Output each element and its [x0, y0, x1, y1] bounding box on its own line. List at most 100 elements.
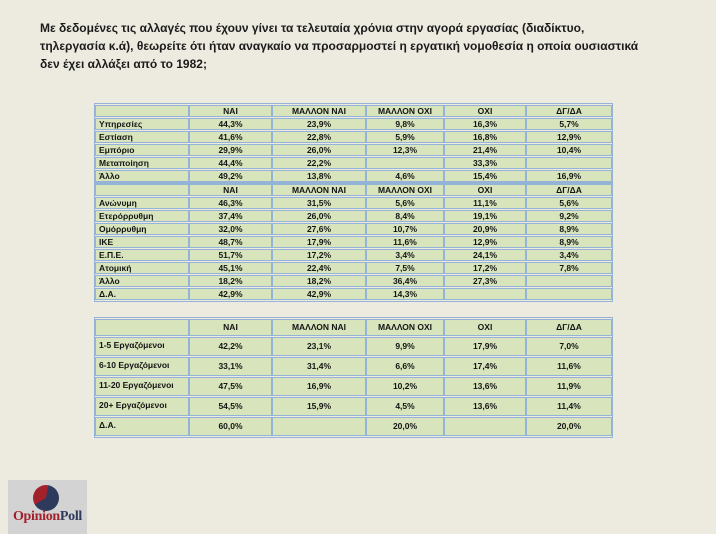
table-by-sector: ΝΑΙ ΜΑΛΛΟΝ ΝΑΙ ΜΑΛΛΟΝ ΟΧΙ ΟΧΙ ΔΓ/ΔΑ Υπηρεσίες… — [94, 103, 613, 184]
table-cell: 46,3% — [189, 197, 272, 209]
table-cell: 22,4% — [272, 262, 366, 274]
row-label: Εμπόριο — [95, 144, 189, 156]
table-cell: 8,9% — [526, 236, 612, 248]
table-cell: 33,3% — [444, 157, 526, 169]
table-cell — [444, 288, 526, 300]
table-cell: 11,6% — [366, 236, 444, 248]
table-cell: 42,2% — [189, 337, 272, 356]
table-cell: 31,4% — [272, 357, 366, 376]
table-cell: 15,4% — [444, 170, 526, 182]
row-label: Υπηρεσίες — [95, 118, 189, 130]
column-header — [95, 319, 189, 336]
column-header: ΜΑΛΛΟΝ ΟΧΙ — [366, 319, 444, 336]
column-header: ΔΓ/ΔΑ — [526, 184, 612, 196]
table-row: 11-20 Εργαζόμενοι 47,5% 16,9% 10,2% 13,6% 11,… — [95, 377, 612, 396]
row-label: 1-5 Εργαζόμενοι — [95, 337, 189, 356]
row-label: 20+ Εργαζόμενοι — [95, 397, 189, 416]
column-header: ΜΑΛΛΟΝ ΝΑΙ — [272, 319, 366, 336]
table-cell: 22,2% — [272, 157, 366, 169]
row-label: Άλλο — [95, 275, 189, 287]
question-title: Με δεδομένες τις αλλαγές που έχουν γίνει… — [40, 21, 639, 71]
table-cell: 15,9% — [272, 397, 366, 416]
table-cell: 5,7% — [526, 118, 612, 130]
table-cell: 12,9% — [444, 236, 526, 248]
table-cell — [526, 157, 612, 169]
table-row: 1-5 Εργαζόμενοι 42,2% 23,1% 9,9% 17,9% 7,0% — [95, 337, 612, 356]
table-cell: 3,4% — [366, 249, 444, 261]
table-by-employee-count: ΝΑΙ ΜΑΛΛΟΝ ΝΑΙ ΜΑΛΛΟΝ ΟΧΙ ΟΧΙ ΔΓ/ΔΑ 1-5 Εργαζ… — [94, 317, 613, 438]
column-header: ΔΓ/ΔΑ — [526, 105, 612, 117]
table-cell: 17,2% — [444, 262, 526, 274]
table-cell: 13,8% — [272, 170, 366, 182]
table-cell: 12,3% — [366, 144, 444, 156]
table-cell: 6,6% — [366, 357, 444, 376]
row-label: Ομόρρυθμη — [95, 223, 189, 235]
table-cell: 41,6% — [189, 131, 272, 143]
table-row: Μεταποίηση 44,4% 22,2% 33,3% — [95, 157, 612, 169]
table-cell: 14,3% — [366, 288, 444, 300]
row-label: Άλλο — [95, 170, 189, 182]
table-cell: 60,0% — [189, 417, 272, 436]
column-header: ΟΧΙ — [444, 105, 526, 117]
table-row: Υπηρεσίες 44,3% 23,9% 9,8% 16,3% 5,7% — [95, 118, 612, 130]
table-cell: 42,9% — [189, 288, 272, 300]
table-cell: 5,6% — [526, 197, 612, 209]
table-cell: 51,7% — [189, 249, 272, 261]
table-cell: 23,1% — [272, 337, 366, 356]
table-cell: 13,6% — [444, 397, 526, 416]
table-cell: 27,3% — [444, 275, 526, 287]
table-cell — [526, 275, 612, 287]
table-cell: 4,5% — [366, 397, 444, 416]
table-cell: 11,6% — [526, 357, 612, 376]
table-cell — [272, 417, 366, 436]
table-cell: 23,9% — [272, 118, 366, 130]
table-cell: 10,2% — [366, 377, 444, 396]
column-header: ΝΑΙ — [189, 105, 272, 117]
table-row: Ομόρρυθμη 32,0% 27,6% 10,7% 20,9% 8,9% — [95, 223, 612, 235]
table-cell: 37,4% — [189, 210, 272, 222]
logo-wordmark: OpinionPoll — [8, 509, 87, 525]
table-cell: 24,1% — [444, 249, 526, 261]
column-header: ΜΑΛΛΟΝ ΝΑΙ — [272, 184, 366, 196]
column-header: ΔΓ/ΔΑ — [526, 319, 612, 336]
table-cell — [444, 417, 526, 436]
table-cell: 16,9% — [526, 170, 612, 182]
logo-text-opinion: Opinion — [12, 509, 60, 524]
row-label: Ε.Π.Ε. — [95, 249, 189, 261]
table-cell: 20,9% — [444, 223, 526, 235]
table-row: Εστίαση 41,6% 22,8% 5,9% 16,8% 12,9% — [95, 131, 612, 143]
table-cell: 9,8% — [366, 118, 444, 130]
row-label: 6-10 Εργαζόμενοι — [95, 357, 189, 376]
table-cell: 12,9% — [526, 131, 612, 143]
table-cell: 26,0% — [272, 210, 366, 222]
table-cell: 11,1% — [444, 197, 526, 209]
table-cell: 5,6% — [366, 197, 444, 209]
column-header: ΜΑΛΛΟΝ ΟΧΙ — [366, 105, 444, 117]
table-cell: 4,6% — [366, 170, 444, 182]
table-cell: 44,4% — [189, 157, 272, 169]
opinionpoll-logo: OpinionPoll — [8, 480, 87, 534]
table-cell: 16,9% — [272, 377, 366, 396]
row-label: Ανώνυμη — [95, 197, 189, 209]
table-cell: 7,0% — [526, 337, 612, 356]
table-cell: 18,2% — [272, 275, 366, 287]
table-cell: 31,5% — [272, 197, 366, 209]
column-header: ΝΑΙ — [189, 184, 272, 196]
table-by-company-type: ΝΑΙ ΜΑΛΛΟΝ ΝΑΙ ΜΑΛΛΟΝ ΟΧΙ ΟΧΙ ΔΓ/ΔΑ Ανώνυμη 46… — [94, 182, 613, 302]
table-cell: 11,9% — [526, 377, 612, 396]
table-cell: 19,1% — [444, 210, 526, 222]
table-cell: 27,6% — [272, 223, 366, 235]
table-cell: 9,9% — [366, 337, 444, 356]
table-cell: 48,7% — [189, 236, 272, 248]
table-cell — [526, 288, 612, 300]
table-cell: 32,0% — [189, 223, 272, 235]
table-cell: 36,4% — [366, 275, 444, 287]
table-cell: 5,9% — [366, 131, 444, 143]
table-cell: 49,2% — [189, 170, 272, 182]
table-row: Άλλο 49,2% 13,8% 4,6% 15,4% 16,9% — [95, 170, 612, 182]
row-label: Ετερόρρυθμη — [95, 210, 189, 222]
table-cell: 29,9% — [189, 144, 272, 156]
table-cell: 10,4% — [526, 144, 612, 156]
table-cell: 54,5% — [189, 397, 272, 416]
row-label: Μεταποίηση — [95, 157, 189, 169]
